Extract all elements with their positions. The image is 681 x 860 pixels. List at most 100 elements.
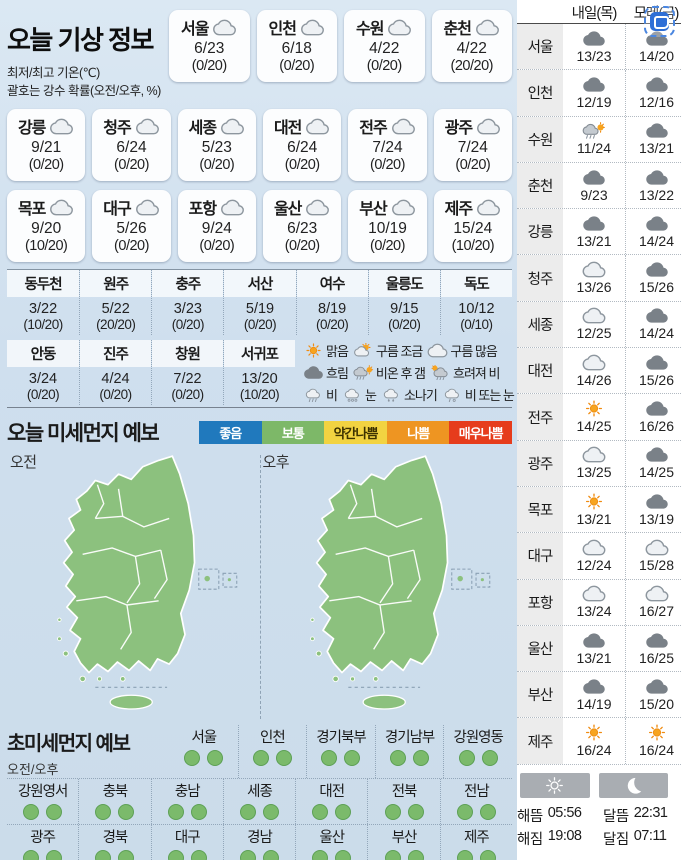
legend-label: 구름 많음	[450, 344, 497, 359]
legend-item: 비 또는 눈	[442, 385, 515, 404]
region-name: 대전	[319, 784, 345, 800]
city-weather-card: 울산 6/23 (0/20)	[263, 190, 342, 262]
kweather-logo-k: K	[549, 857, 561, 860]
forecast-rows: 서울 13/23 14/20 인천 12/19 12/16 수원 11/24 1…	[517, 24, 681, 765]
min-max-temp: 9/24	[201, 220, 232, 237]
city-name: 대구	[103, 201, 131, 218]
region-name: 충북	[102, 784, 129, 800]
sunrise-label: 해뜸	[517, 808, 543, 825]
city-name: 부산	[517, 672, 563, 718]
min-max-temp: 7/24	[457, 139, 488, 156]
city-name: 세종	[517, 301, 563, 348]
weather-icon	[581, 493, 607, 510]
city-name: 포항	[188, 201, 217, 218]
rain-probability: (0/20)	[370, 238, 405, 254]
cloud-icon	[220, 199, 245, 216]
city-name: 충주	[152, 270, 224, 297]
pm25-region: 광주	[7, 825, 78, 860]
weather-icon	[581, 632, 607, 649]
pm25-am-dot	[456, 804, 473, 820]
day-after-cell: 13/19	[625, 486, 681, 533]
table-cell: 울릉도 9/15 (0/20)	[367, 270, 440, 335]
min-max-temp: 3/22	[28, 301, 58, 317]
table-cell: 진주 4/24 (0/20)	[79, 340, 151, 405]
city-name: 울릉도	[368, 270, 440, 297]
min-max-temp: 6/23	[194, 40, 225, 57]
cloud-icon	[476, 199, 501, 216]
city-name: 수원	[356, 21, 384, 38]
rain-probability: (10/20)	[23, 317, 63, 332]
daynight-bar	[520, 772, 590, 798]
pm25-region: 울산	[295, 825, 367, 860]
rain-probability: (0/20)	[114, 238, 149, 254]
tomorrow-cell: 13/21	[563, 626, 625, 671]
region-name: 전북	[391, 784, 418, 800]
weather-icon	[644, 585, 670, 602]
min-max-temp: 15/26	[638, 279, 675, 296]
rain-probability: (10/20)	[24, 238, 68, 254]
rain-probability: (0/20)	[171, 317, 205, 332]
pm25-region: 강원영서	[7, 779, 78, 824]
weather-icon	[581, 30, 607, 47]
cloud-icon	[391, 199, 416, 216]
tomorrow-cell: 11/24	[563, 117, 625, 162]
city-name: 대전	[517, 348, 563, 394]
min-max-temp: 15/26	[638, 371, 675, 388]
pm25-region: 서울	[170, 725, 238, 778]
page-title: 오늘 기상 정보	[7, 25, 154, 55]
rain-probability: (0/20)	[388, 317, 421, 332]
pm25-region: 제주	[439, 825, 512, 860]
city-cards-row3: 목포 9/20 (10/20) 대구 5/26 (0/20) 포항 9/24 (…	[7, 190, 512, 262]
region-name: 세종	[247, 784, 273, 800]
pm25-pm-dot	[335, 804, 352, 820]
region-name: 인천	[260, 730, 286, 746]
pm25-pm-dot	[262, 804, 279, 820]
weather-icon	[581, 215, 607, 232]
pm25-pm-dot	[479, 850, 496, 860]
legend-item: 눈	[342, 385, 377, 404]
min-max-temp: 14/24	[638, 232, 675, 249]
sun-moon-times: 해뜸 05:56 달뜸 22:31 해짐 19:08 달짐 07:11	[517, 805, 681, 849]
tomorrow-cell: 14/25	[563, 394, 625, 439]
map-pm-label: 오후	[262, 454, 290, 471]
min-max-temp: 15/24	[453, 220, 493, 237]
weather-icon-legend: 맑음 구름 조금 구름 많음 흐림 비온 후 갬 흐려져 비 비 눈 소나기 비 또는 눈	[295, 340, 519, 405]
table-cell: 창원 7/22 (0/20)	[151, 340, 223, 405]
weather-icon	[581, 585, 607, 602]
min-max-temp: 11/24	[577, 140, 611, 157]
weather-icon	[644, 724, 670, 741]
day-after-cell: 12/16	[625, 70, 681, 116]
floating-widget-icon[interactable]	[644, 6, 675, 37]
city-weather-card: 강릉 9/21 (0/20)	[7, 109, 86, 181]
rain-probability: (0/20)	[99, 387, 132, 402]
pm25-am-dot	[456, 850, 473, 860]
pm25-region: 경남	[222, 825, 295, 860]
korea-map-pm	[268, 453, 512, 719]
tomorrow-cell: 12/25	[563, 302, 625, 347]
min-max-temp: 13/21	[576, 510, 612, 527]
min-max-temp: 13/21	[576, 232, 612, 249]
rain-probability: (10/20)	[239, 387, 280, 402]
weather-icon	[581, 354, 607, 371]
pm25-pm-dot	[262, 850, 279, 860]
cloud-icon	[387, 19, 412, 36]
rain-probability: (0/20)	[199, 238, 235, 254]
rain-probability: (0/20)	[284, 157, 320, 173]
rain-probability: (0/20)	[199, 157, 235, 173]
legend-label: 구름 조금	[375, 344, 423, 359]
weather-icon	[644, 215, 670, 232]
table-cell: 여수 8/19 (0/20)	[295, 270, 368, 335]
moonrise-time: 22:31	[633, 804, 668, 821]
dust-level-badge: 매우나쁨	[449, 420, 512, 444]
tertiary-cities-table: 안동 3/24 (0/20) 진주 4/24 (0/20) 창원 7/22 (0…	[7, 340, 295, 405]
dust-level-badge: 보통	[261, 420, 325, 444]
pm25-region: 부산	[367, 825, 439, 860]
pm25-pm-dot	[275, 750, 292, 766]
legend-item: 흐림	[303, 363, 349, 382]
pm25-am-dot	[252, 750, 269, 766]
pm25-subtitle: 오전/오후	[7, 762, 59, 777]
min-max-temp: 6/23	[287, 220, 318, 237]
pm25-region: 경북	[78, 825, 150, 860]
min-max-temp: 9/15	[390, 301, 419, 317]
